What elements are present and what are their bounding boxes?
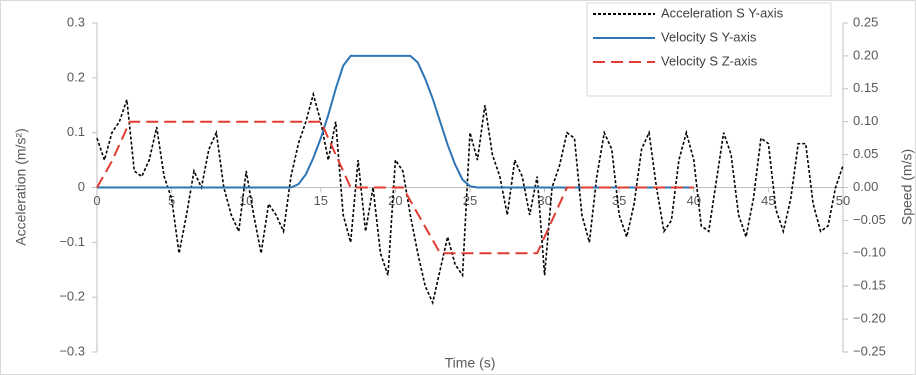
y2-tick-label: −0.15 (853, 278, 886, 293)
x-tick-label: 0 (93, 193, 100, 208)
y-tick-label: 0 (78, 179, 85, 194)
y-tick-label: −0.2 (59, 289, 85, 304)
y2-tick-label: −0.20 (853, 311, 886, 326)
y-tick-label: −0.1 (59, 234, 85, 249)
y2-tick-label: 0.05 (853, 146, 878, 161)
legend-label: Velocity S Z-axis (661, 53, 758, 68)
x-tick-label: 35 (612, 193, 626, 208)
y2-tick-label: −0.10 (853, 245, 886, 260)
series-line (96, 91, 844, 306)
y2-tick-label: 0.10 (853, 113, 878, 128)
y2-tick-label: 0.15 (853, 80, 878, 95)
legend-label: Velocity S Y-axis (661, 29, 757, 44)
legend-label: Acceleration S Y-axis (661, 5, 784, 20)
y2-tick-label: 0.00 (853, 179, 878, 194)
x-axis-title: Time (s) (445, 355, 496, 371)
series-line (97, 54, 694, 189)
y2-tick-label: −0.05 (853, 212, 886, 227)
y2-axis-title: Speed (m/s) (899, 149, 915, 225)
x-tick-label: 30 (537, 193, 551, 208)
x-tick-label: 20 (388, 193, 402, 208)
y2-tick-label: −0.25 (853, 343, 886, 358)
x-tick-label: 45 (761, 193, 775, 208)
y-axis-title: Acceleration (m/s²) (13, 128, 29, 245)
y2-tick-label: 0.20 (853, 47, 878, 62)
y2-tick-label: 0.25 (853, 14, 878, 29)
series-line (96, 120, 694, 255)
y-tick-label: 0.3 (67, 14, 85, 29)
x-tick-label: 15 (314, 193, 328, 208)
y-tick-label: −0.3 (59, 343, 85, 358)
y-tick-label: 0.2 (67, 69, 85, 84)
y-tick-label: 0.1 (67, 124, 85, 139)
legend-box (586, 2, 832, 97)
x-tick-label: 25 (463, 193, 477, 208)
x-tick-label: 50 (836, 193, 850, 208)
